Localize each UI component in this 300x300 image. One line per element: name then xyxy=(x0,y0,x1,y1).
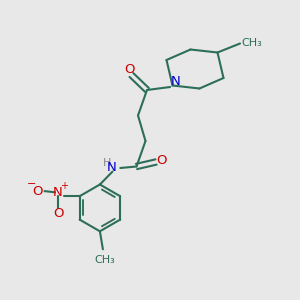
Text: O: O xyxy=(32,184,43,198)
Text: N: N xyxy=(171,75,181,88)
Text: CH₃: CH₃ xyxy=(242,38,262,48)
Text: O: O xyxy=(53,207,63,220)
Text: O: O xyxy=(124,63,134,76)
Text: +: + xyxy=(60,181,68,191)
Text: CH₃: CH₃ xyxy=(94,255,115,265)
Text: −: − xyxy=(27,179,36,190)
Text: H: H xyxy=(103,158,111,169)
Text: N: N xyxy=(107,161,116,175)
Text: O: O xyxy=(156,154,167,167)
Text: N: N xyxy=(53,186,63,199)
